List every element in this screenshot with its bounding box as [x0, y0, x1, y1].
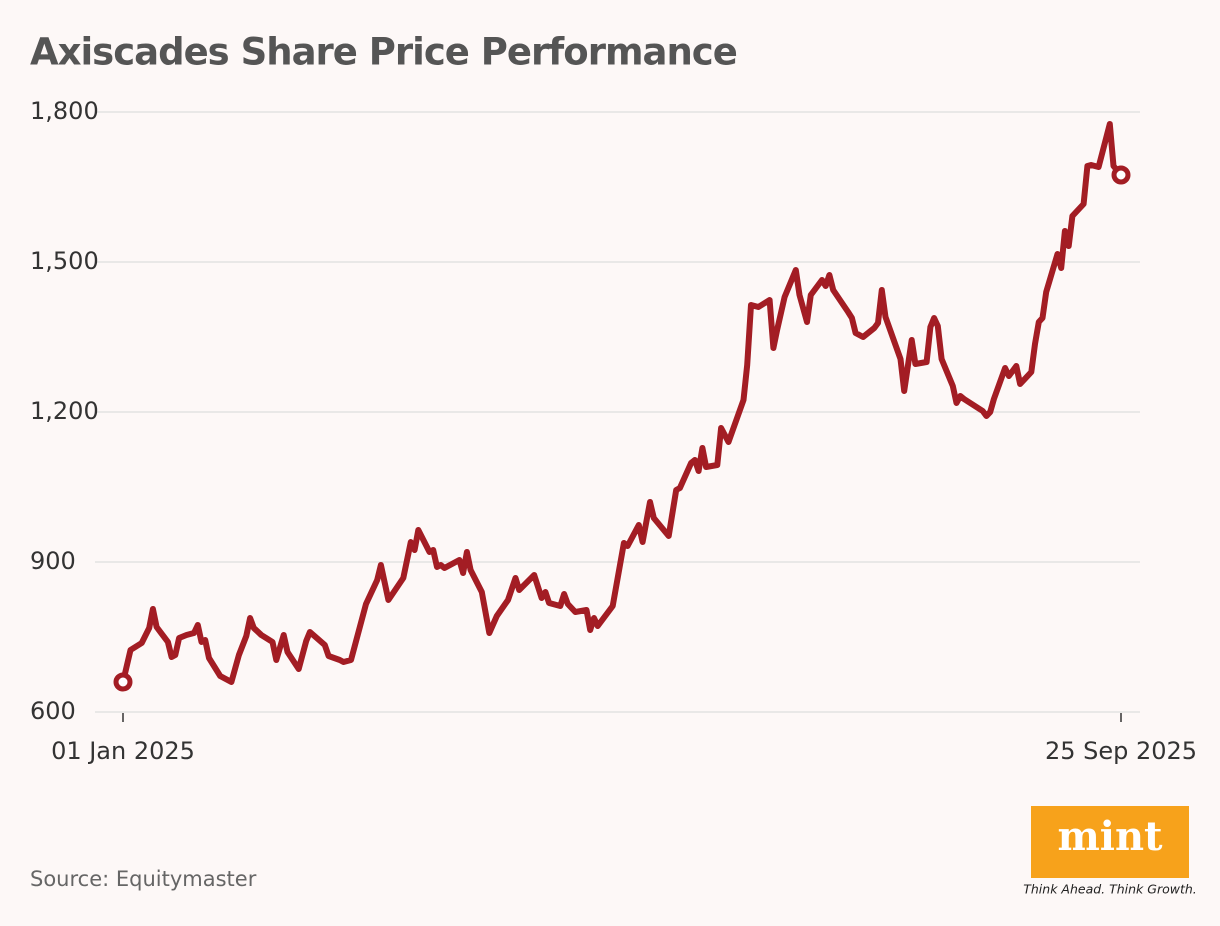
y-tick-label: 1,500: [30, 247, 99, 275]
x-tick-label: 01 Jan 2025: [51, 737, 195, 765]
price-line: [120, 121, 1124, 685]
logo: mint: [1057, 813, 1163, 860]
y-tick-label: 1,800: [30, 97, 99, 125]
y-tick-label: 900: [30, 547, 76, 575]
y-tick-label: 600: [30, 697, 76, 725]
source: Source: Equitymaster: [30, 867, 257, 891]
x-tick-label: 25 Sep 2025: [1045, 737, 1197, 765]
logo-tagline: Think Ahead. Think Growth.: [1023, 882, 1197, 897]
chart-title: Axiscades Share Price Performance: [30, 31, 737, 74]
end-marker: [1111, 165, 1131, 185]
logo-box: [1031, 806, 1189, 878]
y-tick-label: 1,200: [30, 397, 99, 425]
end-marker: [113, 672, 133, 692]
